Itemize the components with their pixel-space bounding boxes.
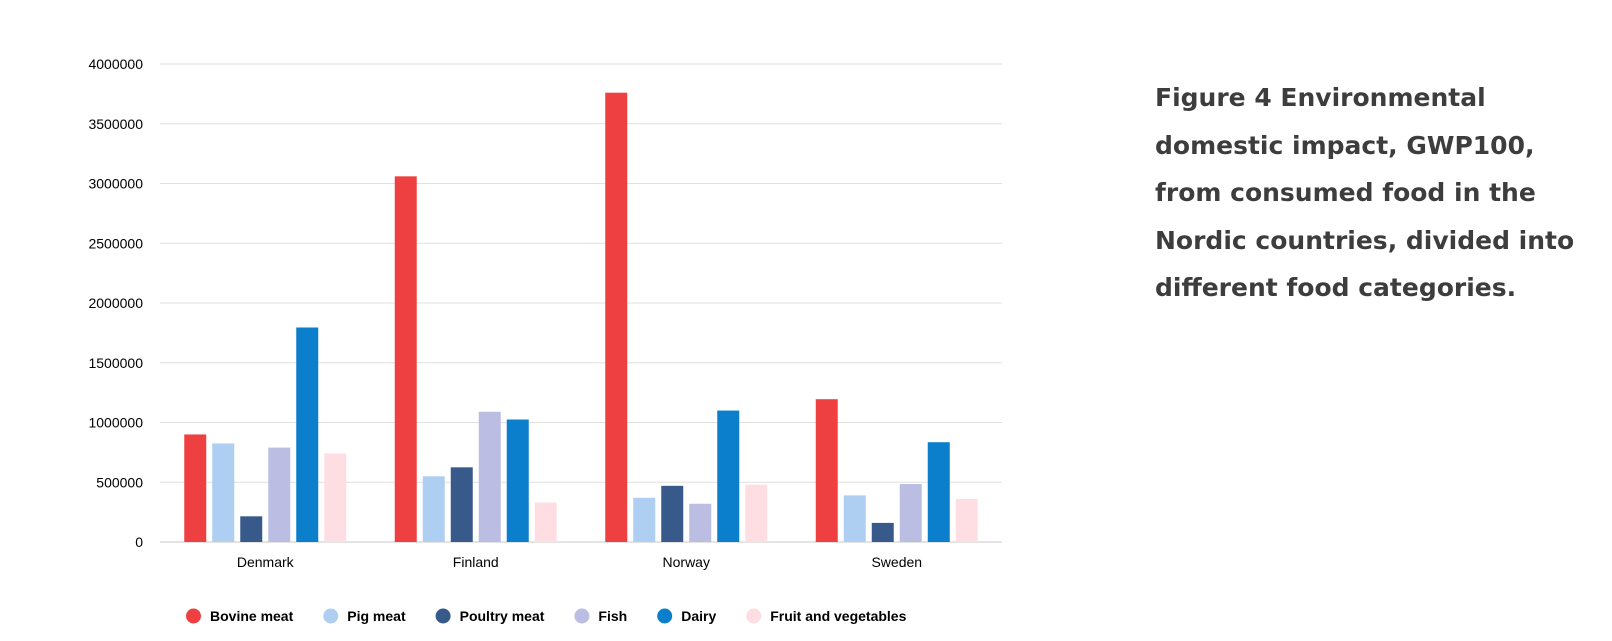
legend-swatch: [746, 608, 762, 624]
legend-swatch: [574, 608, 590, 624]
legend-label: Fish: [598, 608, 627, 624]
legend-label: Poultry meat: [460, 608, 545, 624]
bar-fruit-and-vegetables-denmark: [324, 453, 347, 542]
y-axis-ticks: 0 500000 1000000 1500000 2000000 2500000 30000…: [88, 56, 143, 550]
bar-dairy-norway: [717, 410, 740, 542]
bar-poultry-meat-finland: [450, 467, 473, 542]
y-tick-label: 500000: [96, 474, 143, 490]
bar-poultry-meat-norway: [661, 485, 684, 542]
chart-legend: Bovine meat Pig meat Poultry meat Fish Dairy…: [186, 608, 907, 624]
bar-dairy-sweden: [927, 442, 950, 542]
x-category-label: Norway: [663, 554, 710, 570]
x-axis-categories: Denmark Finland Norway Sweden: [237, 554, 922, 570]
chart-bars: [184, 92, 978, 543]
figure-caption: Figure 4 Environmental domestic impact, …: [1155, 83, 1575, 302]
legend-label: Bovine meat: [210, 608, 294, 624]
y-tick-label: 2500000: [88, 235, 143, 251]
legend-swatch: [186, 608, 201, 624]
bar-bovine-meat-finland: [394, 176, 417, 542]
x-category-label: Finland: [453, 554, 499, 570]
bar-pig-meat-denmark: [212, 443, 235, 542]
bar-fruit-and-vegetables-finland: [534, 502, 557, 542]
bar-pig-meat-sweden: [843, 495, 866, 542]
y-tick-label: 2000000: [88, 295, 143, 311]
legend-label: Pig meat: [347, 608, 406, 624]
bar-bovine-meat-denmark: [184, 434, 207, 542]
legend-label: Fruit and vegetables: [770, 608, 906, 624]
y-tick-label: 3000000: [88, 176, 143, 192]
y-tick-label: 1500000: [88, 355, 143, 371]
bar-fish-norway: [689, 503, 712, 542]
x-category-label: Sweden: [871, 554, 922, 570]
bar-fish-denmark: [268, 447, 291, 542]
y-tick-label: 4000000: [88, 56, 143, 72]
bar-fruit-and-vegetables-norway: [745, 484, 768, 542]
bar-poultry-meat-sweden: [871, 522, 894, 542]
legend-swatch: [657, 608, 673, 624]
x-category-label: Denmark: [237, 554, 295, 570]
bar-fish-sweden: [899, 484, 922, 542]
bar-pig-meat-norway: [633, 497, 656, 542]
legend-swatch: [323, 608, 339, 624]
bar-dairy-finland: [506, 419, 529, 542]
bar-fish-finland: [478, 411, 501, 542]
bar-bovine-meat-sweden: [815, 399, 838, 542]
y-tick-label: 0: [135, 534, 143, 550]
bar-poultry-meat-denmark: [240, 516, 263, 542]
bar-dairy-denmark: [296, 327, 319, 542]
legend-swatch: [435, 608, 451, 624]
y-tick-label: 3500000: [88, 116, 143, 132]
bar-fruit-and-vegetables-sweden: [955, 498, 978, 542]
bar-pig-meat-finland: [422, 476, 445, 542]
y-tick-label: 1000000: [88, 415, 143, 431]
bar-bovine-meat-norway: [605, 92, 628, 543]
legend-label: Dairy: [681, 608, 716, 624]
